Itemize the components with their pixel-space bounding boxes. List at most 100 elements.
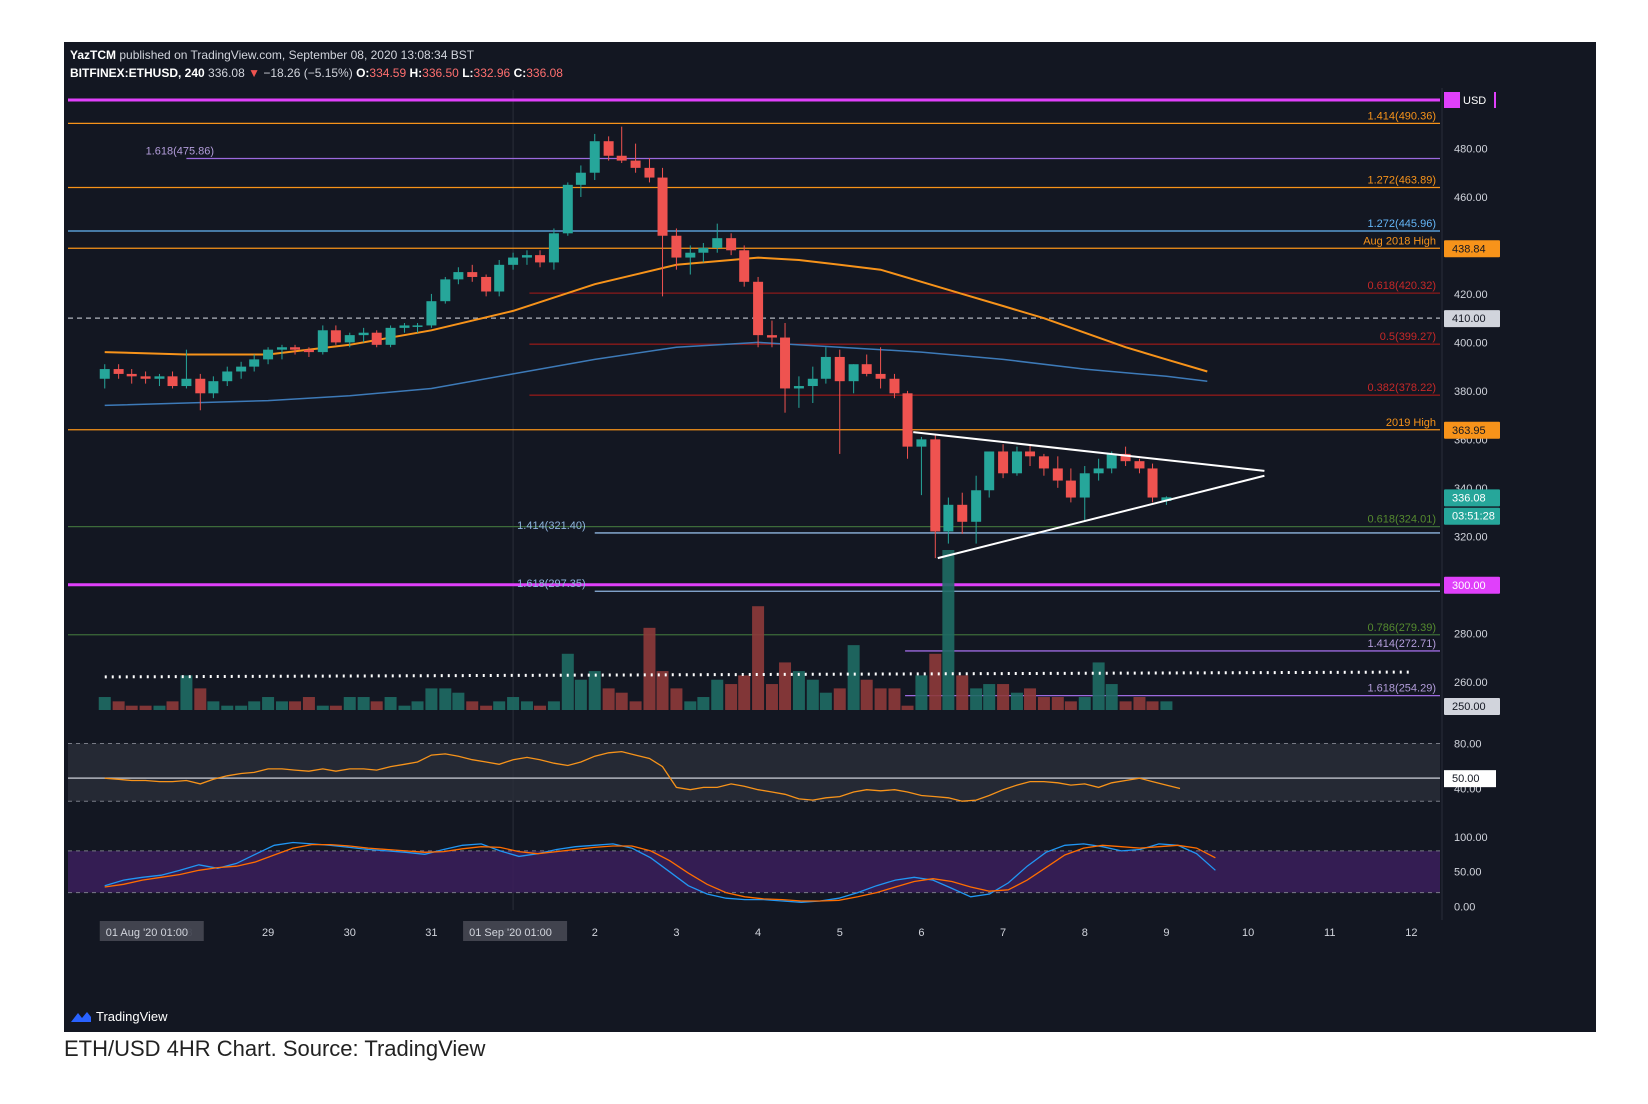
image-caption: ETH/USD 4HR Chart. Source: TradingView [64,1036,486,1061]
candle-body [263,349,274,360]
candle-body [807,378,818,387]
volume-bar [1105,684,1118,710]
volume-bar [615,692,628,710]
time-tick-label: 10 [1242,927,1254,939]
time-marker-box [463,921,568,941]
volume-bar [656,671,669,710]
volume-bar [1024,688,1037,710]
volume-bar [1133,697,1146,710]
candle-body [930,439,941,532]
volume-bar [329,705,342,710]
last-price: 336.08 [208,66,245,80]
volume-bar [1051,697,1064,710]
volume-bar [411,701,424,710]
volume-bar [534,705,547,710]
price-tick-label: 320.00 [1454,531,1488,543]
price-badge-label: 336.08 [1452,492,1486,504]
candle-body [1093,468,1104,474]
high-label: H: [409,66,423,80]
volume-bar [520,701,533,710]
time-marker-label: 01 Aug '20 01:00 [106,927,188,939]
candle-body [616,155,627,161]
chart-canvas[interactable]: 1.414(490.36) 1.618(475.86) 1.272(463.89) 1… [64,42,1596,1032]
level-label-2: 1.618(475.86) [146,146,215,158]
time-axis: 28293031Sep2345678910111201 Aug '20 01:0… [99,921,1418,941]
stoch-d-line [104,843,1216,902]
candle-body [140,376,151,379]
volume-bar [112,701,125,710]
candle-body [535,255,546,263]
time-tick-label: 5 [837,927,843,939]
time-tick-label: 6 [918,927,924,939]
volume-bar [670,688,683,710]
volume-bar [493,701,506,710]
volume-bar [779,662,792,710]
volume-bar [439,688,452,710]
time-tick-label: 31 [425,927,437,939]
price-badge-label: 03:51:28 [1452,511,1495,523]
stoch-band [68,850,1440,893]
volume-bar [711,679,724,710]
volume-layer [98,550,1412,710]
candle-body [698,247,709,253]
author-name[interactable]: YazTCM [70,48,117,62]
candle-body [644,167,655,178]
volume-bar [970,688,983,710]
time-marker-label: 01 Sep '20 01:00 [469,927,552,939]
usd-badge-inner [1460,92,1494,108]
price-tick-label: 400.00 [1454,337,1488,349]
candle-body [1052,468,1063,481]
volume-bar [602,688,615,710]
low-label: L: [462,66,474,80]
candle-body [902,393,913,447]
triangle-upper-line [913,431,1265,472]
candle-body [657,177,668,236]
candle-body [344,335,355,343]
candle-body [971,490,982,522]
triangle-pattern [913,431,1265,560]
volume-bar [370,701,383,710]
volume-bar [207,701,220,710]
volume-bar [738,675,751,710]
candle-body [317,330,328,353]
level-label-6: 0.618(420.32) [1368,280,1437,292]
price-change: −18.26 (−5.15%) [263,66,353,80]
candle-body [494,264,505,292]
open-label: O: [356,66,370,80]
time-tick-label: 30 [344,927,356,939]
price-badge [1444,507,1500,525]
rsi-level-label: 80.00 [1454,739,1482,751]
candle-body [766,335,777,338]
candle-body [780,337,791,389]
price-badge [1444,576,1500,594]
stoch-level-label: 50.00 [1454,867,1482,879]
rsi-50-badge [1444,770,1496,788]
symbol-label[interactable]: BITFINEX:ETHUSD, 240 [70,66,205,80]
stoch-level-label: 100.00 [1454,832,1488,844]
candle-body [889,378,900,394]
volume-bar [275,701,288,710]
candle-body [793,386,804,389]
candle-body [330,330,341,343]
price-axis: 480.00460.00420.00400.00380.00360.00340.… [1441,88,1500,920]
candle-body [671,235,682,258]
candle-body [916,439,927,447]
volume-trend-line [104,670,1412,679]
candle-body [453,272,464,280]
candle-body [521,255,532,258]
high-value: 336.50 [422,66,459,80]
time-tick-label: 9 [1163,927,1169,939]
price-tick-label: 480.00 [1454,143,1488,155]
tradingview-logo[interactable]: TradingView [70,1009,168,1024]
volume-bar [1037,697,1050,710]
candles-layer [99,126,1172,559]
price-badge-label: 300.00 [1452,580,1486,592]
low-value: 332.96 [473,66,511,80]
ma-blue-line [104,341,1208,407]
volume-bar [860,679,873,710]
candle-body [562,184,573,234]
time-tick-label: 11 [1324,927,1335,939]
volume-bar [343,697,356,710]
volume-bar [262,697,275,710]
candle-body [575,172,586,185]
